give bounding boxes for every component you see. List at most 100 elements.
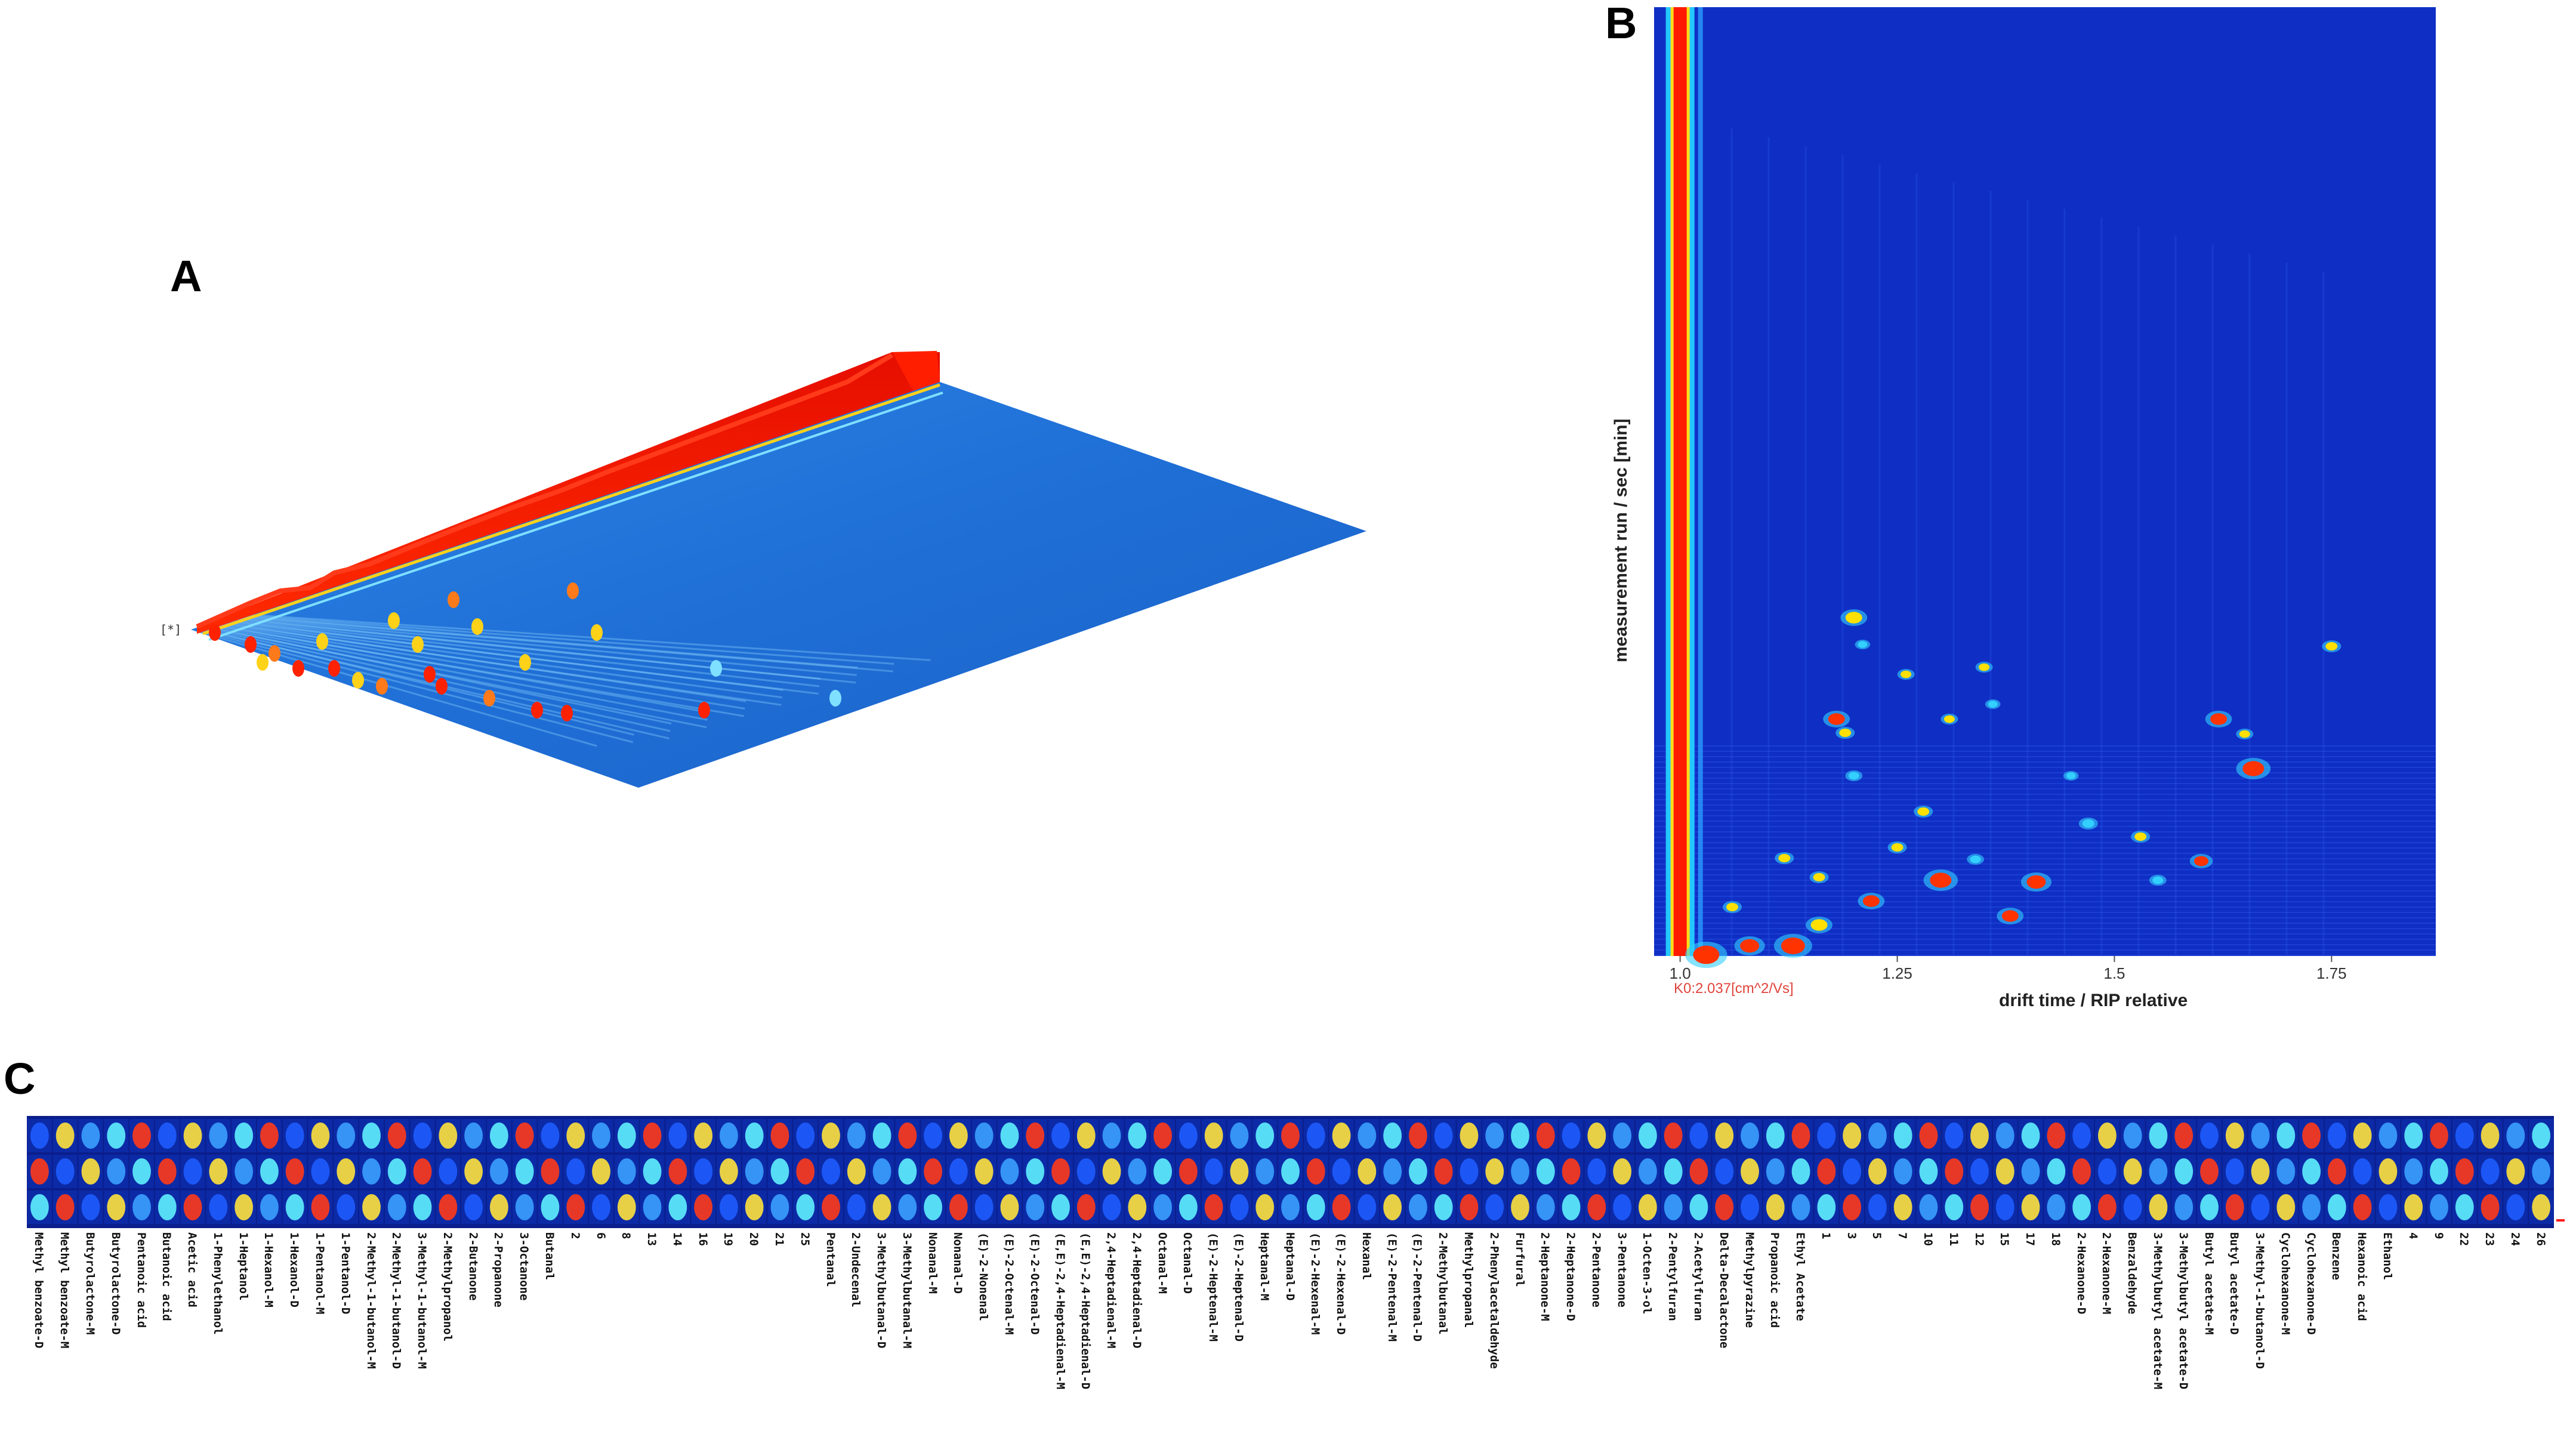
heatmap-spot bbox=[592, 1158, 610, 1185]
heatmap-spot bbox=[285, 1158, 304, 1185]
heatmap-spot bbox=[2072, 1122, 2091, 1149]
heatmap-spot bbox=[796, 1194, 815, 1220]
heatmap-spot bbox=[183, 1158, 202, 1185]
heatmap-spot bbox=[1715, 1194, 1734, 1220]
compound-label: 3-Methylbutyl acetate-M bbox=[2151, 1232, 2164, 1390]
heatmap-spot bbox=[1511, 1194, 1529, 1220]
compound-label: 10 bbox=[1921, 1232, 1935, 1246]
plane-streak bbox=[196, 630, 597, 747]
heatmap-spot bbox=[617, 1158, 636, 1185]
compound-label: (E)-2-Heptenal-M bbox=[1207, 1232, 1220, 1342]
signal-spot bbox=[2134, 832, 2147, 841]
heatmap-spot bbox=[387, 1122, 406, 1149]
compound-label: 2-Undecenal bbox=[849, 1232, 863, 1307]
heatmap-spot bbox=[694, 1194, 713, 1220]
heatmap-spot bbox=[413, 1122, 432, 1149]
heatmap-spot bbox=[949, 1122, 968, 1149]
compound-label: Cyclohexanone-M bbox=[2278, 1232, 2292, 1335]
compound-label: (E)-2-Octenal-D bbox=[1028, 1232, 1041, 1335]
heatmap-spot bbox=[1102, 1194, 1121, 1220]
signal-spot bbox=[1778, 854, 1791, 862]
compound-label: 2-Pentanone bbox=[1589, 1232, 1603, 1307]
plane-streak bbox=[235, 616, 857, 676]
heatmap-spot bbox=[1536, 1194, 1555, 1220]
compound-label: 3 bbox=[1844, 1232, 1858, 1239]
heatmap-spot bbox=[362, 1122, 381, 1149]
heatmap-spot bbox=[1995, 1194, 2014, 1220]
heatmap-spot bbox=[617, 1194, 636, 1220]
compound-label: Benzene bbox=[2330, 1232, 2343, 1281]
heatmap-spot bbox=[1817, 1122, 1836, 1149]
compound-label: (E,E)-2,4-Heptadienal-D bbox=[1079, 1232, 1093, 1390]
compound-label: Hexanal bbox=[1359, 1232, 1373, 1281]
compound-label: 7 bbox=[1896, 1232, 1909, 1239]
heatmap-spot bbox=[1613, 1122, 1632, 1149]
heatmap-spot bbox=[515, 1194, 534, 1220]
heatmap-spot bbox=[1076, 1158, 1096, 1185]
signal-spot bbox=[1862, 895, 1880, 907]
heatmap-spot bbox=[1766, 1194, 1785, 1220]
heatmap-spot bbox=[30, 1194, 49, 1220]
heatmap-spot bbox=[2327, 1158, 2346, 1185]
heatmap-spot bbox=[2353, 1122, 2372, 1149]
heatmap-spot bbox=[1383, 1194, 1402, 1220]
heatmap-spot bbox=[1153, 1158, 1173, 1185]
plane-streak bbox=[223, 621, 783, 699]
compound-label: 4 bbox=[2406, 1232, 2420, 1239]
compound-label: Methyl benzoate-M bbox=[58, 1232, 72, 1349]
heatmap-spot bbox=[2481, 1122, 2500, 1149]
topographic-peak bbox=[448, 591, 459, 608]
heatmap-spot bbox=[2021, 1194, 2040, 1220]
heatmap-spot bbox=[719, 1122, 738, 1149]
topographic-peak bbox=[245, 636, 257, 653]
heatmap-spot bbox=[1893, 1122, 1912, 1149]
heatmap-spot bbox=[81, 1158, 100, 1185]
heatmap-spot bbox=[2021, 1122, 2040, 1149]
heatmap-spot bbox=[2532, 1194, 2551, 1220]
heatmap-spot bbox=[1204, 1122, 1223, 1149]
compound-label: 2-Heptanone-D bbox=[1564, 1232, 1578, 1321]
signal-spot bbox=[1848, 772, 1859, 780]
heatmap-spot bbox=[1358, 1158, 1377, 1185]
topographic-peak bbox=[436, 678, 448, 695]
heatmap-spot bbox=[847, 1158, 866, 1185]
heatmap-spot bbox=[2455, 1122, 2474, 1149]
heatmap-spot bbox=[1179, 1194, 1198, 1220]
heatmap-spot bbox=[872, 1122, 891, 1149]
heatmap-spot bbox=[719, 1194, 738, 1220]
topographic-peak bbox=[424, 666, 436, 683]
heatmap-spot bbox=[949, 1158, 968, 1185]
plane-streak bbox=[206, 627, 707, 729]
heatmap-spot bbox=[209, 1194, 228, 1220]
compound-label: Octanal-D bbox=[1181, 1232, 1195, 1294]
heatmap-spot bbox=[1281, 1194, 1300, 1220]
heatmap-spot bbox=[2174, 1194, 2194, 1220]
signal-spot bbox=[1901, 670, 1912, 679]
compound-label: 23 bbox=[2483, 1232, 2497, 1246]
rip-core-band bbox=[1673, 7, 1687, 956]
heatmap-spot bbox=[1383, 1122, 1402, 1149]
heatmap-spot bbox=[2174, 1158, 2194, 1185]
plane-streak bbox=[230, 618, 856, 684]
heatmap-spot bbox=[1000, 1122, 1019, 1149]
signal-spot bbox=[1726, 903, 1738, 911]
topographic-peak bbox=[352, 672, 364, 689]
heatmap-spot bbox=[1434, 1122, 1453, 1149]
signal-spots bbox=[1685, 609, 2341, 968]
compound-label: 20 bbox=[747, 1232, 761, 1246]
heatmap-spot bbox=[2353, 1194, 2372, 1220]
topographic-plane bbox=[191, 382, 1366, 788]
heatmap-spot bbox=[311, 1194, 330, 1220]
heatmap-spot bbox=[1613, 1194, 1632, 1220]
heatmap-spot bbox=[387, 1158, 406, 1185]
fingerprint-heatmap bbox=[27, 1116, 2565, 1228]
heatmap-spot bbox=[2149, 1194, 2168, 1220]
heatmap-spot bbox=[643, 1158, 662, 1185]
heatmap-spot bbox=[1306, 1122, 1325, 1149]
heatmap-spot bbox=[2404, 1158, 2423, 1185]
compound-label: (E,E)-2,4-Heptadienal-M bbox=[1053, 1232, 1067, 1390]
heatmap-spot bbox=[847, 1122, 866, 1149]
heatmap-spot bbox=[1460, 1194, 1479, 1220]
heatmap-spot bbox=[2430, 1158, 2448, 1185]
heatmap-spot bbox=[30, 1158, 49, 1185]
